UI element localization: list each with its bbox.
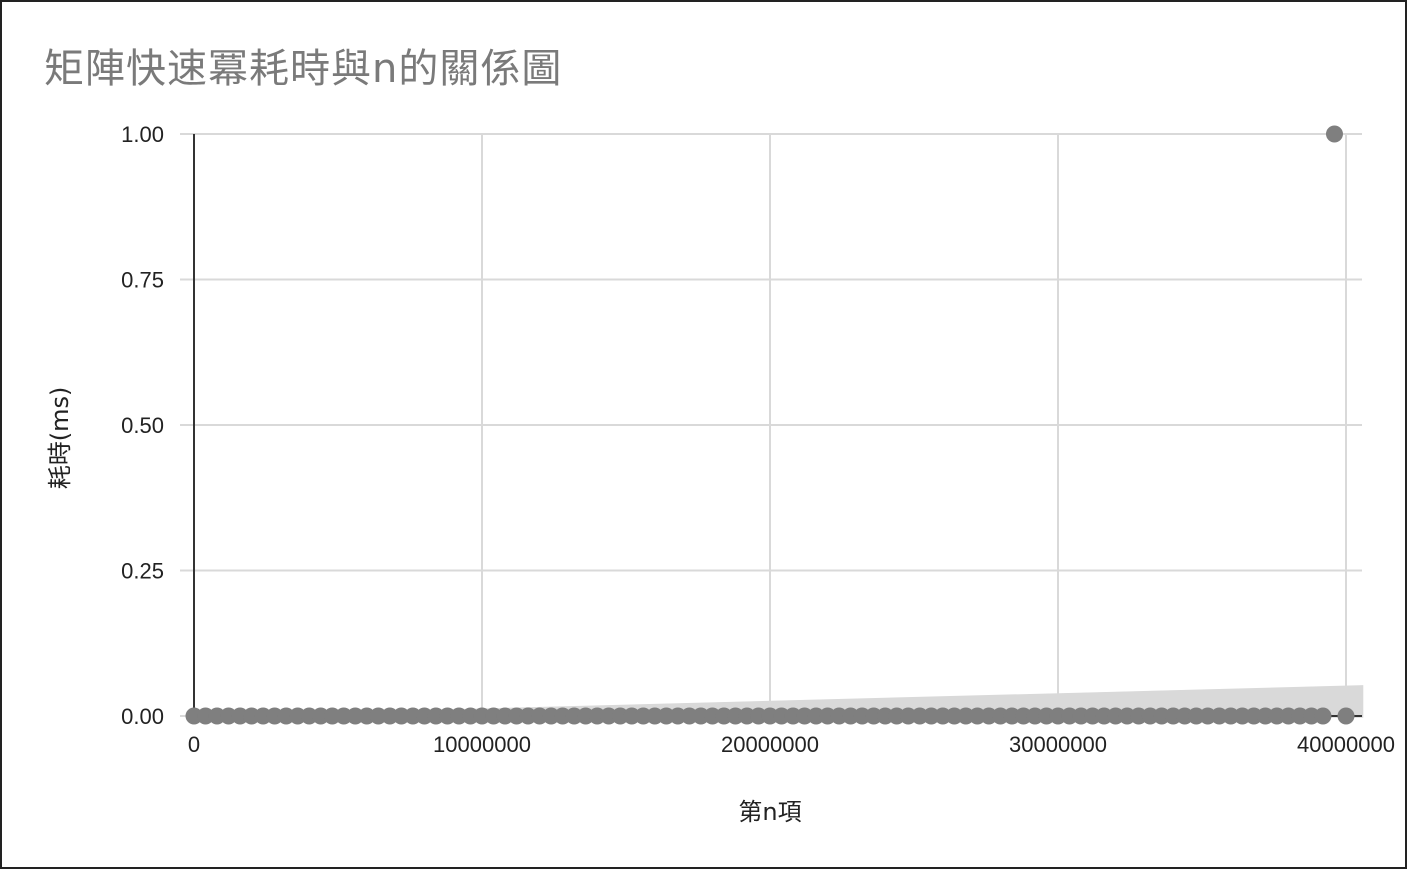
y-tick-label: 0.50: [121, 413, 164, 438]
y-axis-title: 耗時(ms): [46, 387, 74, 490]
x-tick-label: 40000000: [1297, 732, 1395, 757]
y-tick-label: 0.75: [121, 268, 164, 293]
y-tick-label: 0.00: [121, 704, 164, 729]
y-tick-label: 0.25: [121, 559, 164, 584]
data-point: [1325, 125, 1343, 143]
y-tick-label: 1.00: [121, 122, 164, 147]
data-point: [1314, 707, 1332, 725]
x-tick-label: 10000000: [433, 732, 531, 757]
x-tick-label: 30000000: [1009, 732, 1107, 757]
chart-title: 矩陣快速冪耗時與n的關係圖: [44, 46, 563, 92]
x-tick-label: 0: [188, 732, 200, 757]
x-tick-label: 20000000: [721, 732, 819, 757]
x-axis-title: 第n項: [738, 798, 801, 826]
data-point: [1337, 707, 1355, 725]
